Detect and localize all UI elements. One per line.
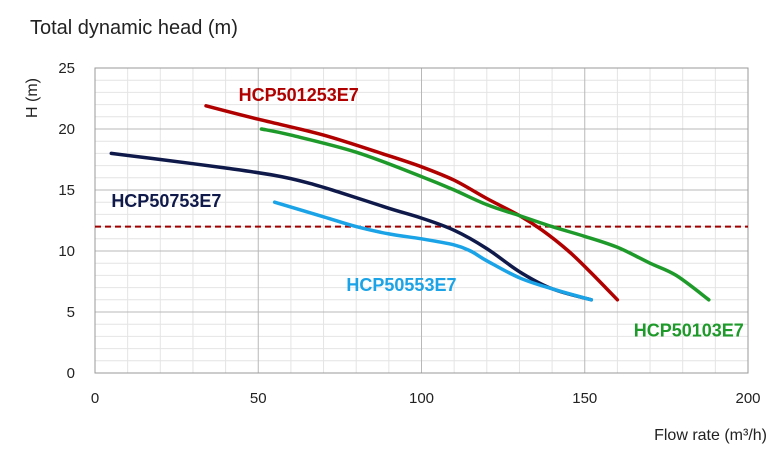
series-labels: HCP501253E7 HCP50753E7 HCP50553E7 HCP50103E… [111,85,743,340]
x-axis-label: Flow rate (m³/h) [654,427,767,444]
series-line-hcp50753e7 [109,151,594,302]
y-tick-label: 25 [58,60,75,77]
y-axis-label: H (m) [24,78,41,118]
series-line-hcp50553e7 [272,200,594,302]
y-tick-label: 0 [67,365,75,382]
plot-border [94,67,749,374]
series-line-hcp501253e7 [204,104,620,302]
series-label-hcp501253e7: HCP501253E7 [239,85,359,105]
x-tick-label: 0 [91,390,99,407]
y-tick-label: 20 [58,121,75,138]
y-tick-label: 5 [67,304,75,321]
y-tick-label: 10 [58,243,75,260]
y-tick-label: 15 [58,182,75,199]
x-tick-label: 100 [409,390,434,407]
series-label-hcp50103e7: HCP50103E7 [634,320,744,340]
x-tick-label: 200 [735,390,760,407]
series-lines [109,104,711,302]
chart-title: Total dynamic head (m) [30,17,238,39]
series-line-hcp50103e7 [259,127,711,302]
tick-labels: 0 50 100 150 200 0 5 10 15 20 25 [58,60,760,407]
x-tick-label: 150 [572,390,597,407]
series-label-hcp50753e7: HCP50753E7 [111,191,221,211]
x-tick-label: 50 [250,390,267,407]
series-label-hcp50553e7: HCP50553E7 [346,275,456,295]
